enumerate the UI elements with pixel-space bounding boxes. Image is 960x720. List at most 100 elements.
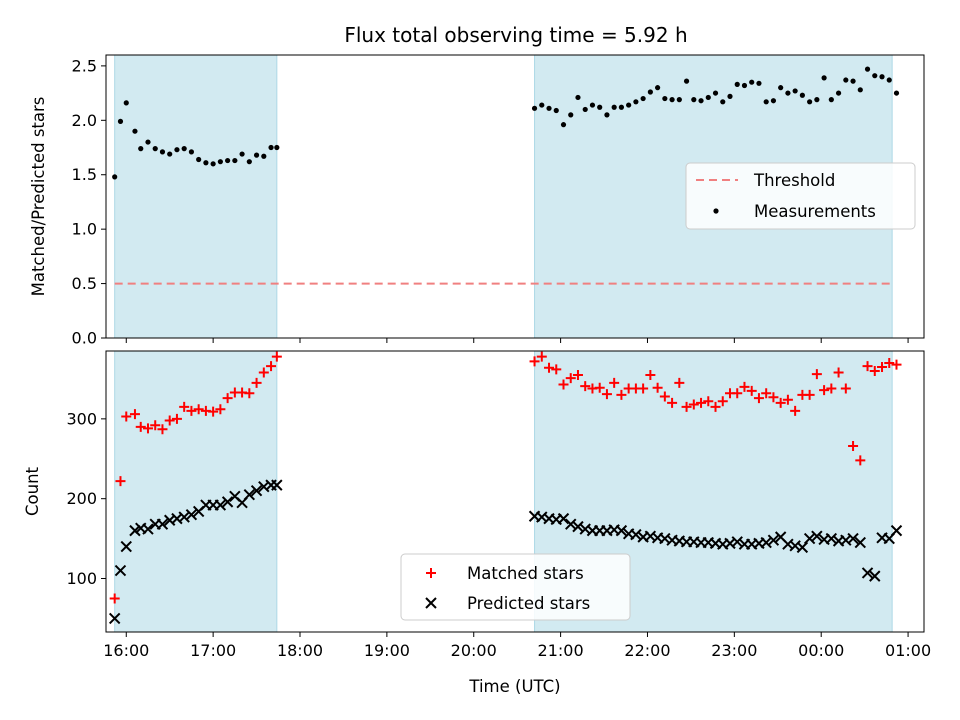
matched-point [551,364,562,375]
legend-box [400,553,631,621]
measurement-point [188,149,195,155]
matched-point [761,388,772,399]
xtick-label: 17:00 [190,641,236,660]
predicted-point [630,528,642,541]
top-legend: Threshold Measurements [685,162,916,230]
matched-point [109,593,120,604]
measurement-point [553,107,559,114]
measurement-point [835,90,842,96]
measurement-point [159,149,166,155]
predicted-point [120,540,132,553]
matched-point [674,377,685,388]
predicted-point [114,564,127,577]
matched-point [572,369,583,380]
measurement-point [167,151,173,157]
measurement-point [749,79,755,85]
predicted-point [214,499,227,511]
measurement-point [857,87,863,93]
measurement-point [879,74,885,80]
top-ytick-label: 1.5 [72,165,97,184]
measurement-point [655,85,661,91]
predicted-point [847,532,859,545]
matched-point [768,392,779,403]
measurement-point [640,95,646,102]
predicted-point [869,570,881,582]
matched-point [840,383,851,394]
measurement-point [734,81,740,87]
measurement-point [597,104,603,110]
legend-measurement-label: Measurements [754,202,876,221]
measurement-point [633,99,639,105]
top-ytick-label: 1.0 [72,220,97,239]
measurement-point [698,98,704,104]
measurement-point [560,122,567,128]
xtick-label: 16:00 [103,641,149,660]
matched-point [244,388,255,399]
measurement-point [152,146,158,152]
matched-point [150,420,161,431]
measurement-point [763,99,769,105]
measurement-point [618,104,625,110]
matched-point [222,393,233,404]
matched-point [833,367,844,378]
matched-point [616,389,627,400]
top-ytick-label: 2.5 [72,56,97,75]
measurement-point [539,102,545,108]
measurement-point [145,139,151,145]
measurement-point [807,99,813,105]
measurement-point [132,128,138,134]
xtick-label: 19:00 [364,641,410,660]
matched-point [638,383,649,394]
predicted-point [854,536,867,549]
matched-point [746,385,757,396]
xtick-label: 00:00 [798,641,844,660]
predicted-point [108,612,121,625]
matched-point [171,413,182,424]
legend-matched-swatch [426,568,436,578]
measurement-point [611,104,617,110]
matched-point [862,361,873,372]
matched-point [848,440,859,451]
measurement-point [821,75,827,81]
matched-point [753,393,764,404]
measurement-point [792,88,798,94]
predicted-point [890,524,903,537]
predicted-point [142,523,154,535]
measurement-point [253,152,260,158]
predicted-point [250,484,263,497]
measurement-point [246,159,252,165]
measurement-point [756,80,762,86]
measurement-point [117,118,124,124]
predicted-point [861,567,874,579]
measurement-point [864,66,871,72]
matched-point [157,424,168,435]
top-ytick-label: 2.0 [72,111,97,130]
matched-point [819,385,830,396]
measurement-point [268,144,274,151]
predicted-point [731,536,743,548]
matched-point [855,455,866,466]
legend-threshold-label: Threshold [753,171,835,190]
matched-point [891,359,902,370]
predicted-point [156,518,169,530]
matched-point [129,409,140,420]
predicted-point [796,541,809,554]
matched-point [826,383,837,394]
chart-title: Flux total observing time = 5.92 h [344,23,687,47]
measurement-point [647,89,653,95]
measurement-point [589,102,596,108]
measurement-point [232,157,238,164]
matched-point [266,361,277,372]
predicted-point [825,532,838,545]
matched-point [782,394,793,405]
measurement-point [210,161,216,167]
top-ytick-label: 0.0 [72,329,97,348]
matched-point [652,382,663,393]
measurement-point [174,147,180,153]
measurement-point [225,157,231,164]
measurement-point [203,160,209,166]
matched-point [164,415,175,426]
predicted-point [760,536,772,549]
measurement-point [886,77,892,83]
measurement-point [770,98,777,104]
